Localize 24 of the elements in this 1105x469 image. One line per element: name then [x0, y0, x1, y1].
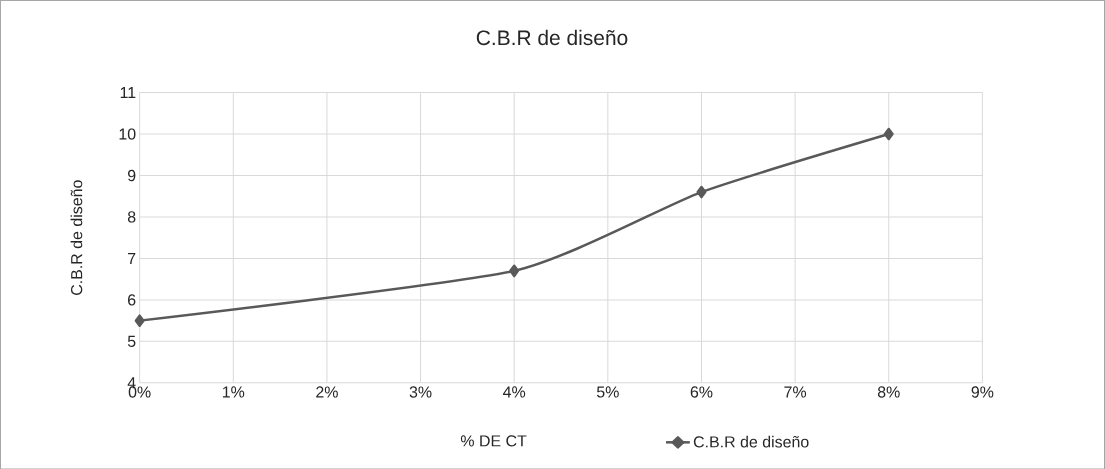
y-tick-label: 8	[127, 211, 136, 223]
y-tick-label: 9	[127, 169, 136, 181]
point	[883, 127, 894, 141]
x-axis-title: % DE CT	[460, 435, 527, 447]
legend-label: C.B.R de diseño	[693, 435, 809, 448]
x-tick-label: 1%	[222, 386, 245, 398]
point	[509, 264, 520, 277]
y-tick-label: 7	[128, 252, 136, 264]
y-tick-label: 5	[127, 335, 136, 347]
y-tick-label: 6	[128, 294, 136, 306]
y-axis-title: C.B.R de diseño	[70, 180, 83, 295]
x-tick-label: 7%	[784, 386, 807, 398]
x-tick-label: 8%	[877, 386, 900, 398]
y-tick-label: 10	[119, 128, 136, 140]
x-tick-label: 5%	[596, 386, 619, 398]
point	[134, 314, 145, 327]
chart-title: C.B.R de diseño	[476, 29, 628, 46]
x-tick-label: 4%	[503, 386, 526, 398]
x-tick-label: 6%	[690, 386, 713, 398]
x-tick-label: 3%	[409, 386, 432, 398]
x-tick-label: 2%	[316, 386, 338, 398]
x-tick-label: 9%	[971, 386, 994, 398]
y-tick-label: 11	[120, 86, 136, 98]
point	[696, 185, 707, 199]
